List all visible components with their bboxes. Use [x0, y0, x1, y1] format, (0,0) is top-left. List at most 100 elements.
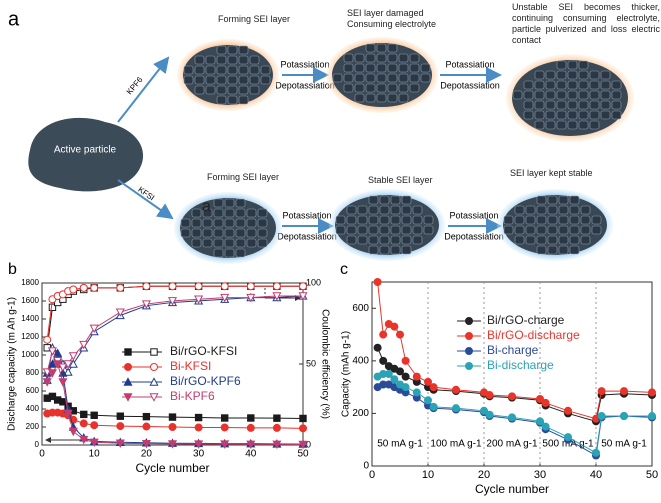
- grain: [558, 205, 569, 215]
- y2-tick-label: 0: [306, 439, 311, 449]
- y2-tick-label: 50: [306, 358, 316, 368]
- grain: [224, 208, 235, 218]
- data-point: [298, 292, 308, 301]
- grain: [412, 205, 423, 215]
- data-point: [90, 283, 99, 292]
- data-point: [536, 417, 544, 426]
- data-point: [247, 414, 255, 422]
- data-point: [47, 347, 57, 356]
- legend-marker: [149, 393, 159, 402]
- y-tick-label: 400: [26, 404, 40, 413]
- data-point: [68, 427, 78, 437]
- grain: [547, 205, 558, 215]
- grain: [580, 215, 591, 225]
- grain: [180, 228, 191, 238]
- data-point: [68, 352, 78, 361]
- grain: [569, 215, 580, 225]
- grain: [205, 85, 216, 95]
- grain: [514, 235, 525, 245]
- data-point: [597, 412, 606, 421]
- data-point: [220, 282, 229, 291]
- grain: [183, 65, 194, 75]
- grain: [249, 85, 260, 95]
- legend-marker: [149, 377, 159, 386]
- legend-marker: [150, 348, 158, 356]
- data-point: [63, 360, 73, 369]
- x-tick-label: 40: [590, 469, 602, 481]
- grain: [556, 70, 567, 80]
- grain: [591, 225, 602, 235]
- grain: [523, 100, 534, 110]
- data-point: [53, 360, 63, 369]
- grain: [558, 195, 569, 205]
- series-line: [46, 285, 303, 340]
- particle-label: Active particle: [54, 145, 117, 156]
- grain: [238, 45, 249, 55]
- data-point: [47, 359, 57, 368]
- grain: [545, 110, 556, 120]
- x-tick-label: 50: [297, 449, 309, 460]
- grain: [523, 110, 534, 120]
- grain: [260, 75, 271, 85]
- y-tick-label: 200: [352, 408, 369, 419]
- grain: [547, 245, 558, 255]
- annotation: 500 mA g-1: [542, 439, 594, 450]
- grain: [354, 63, 365, 73]
- data-point: [648, 388, 656, 397]
- grain: [249, 55, 260, 65]
- grain: [567, 70, 578, 80]
- grain: [569, 245, 580, 255]
- x-axis-label: Cycle number: [135, 461, 209, 475]
- data-point: [58, 363, 68, 372]
- step-label: Potassiation: [449, 210, 498, 220]
- grain: [398, 63, 409, 73]
- grain: [379, 225, 390, 235]
- data-point: [246, 293, 256, 303]
- grain: [224, 248, 235, 258]
- grain: [545, 80, 556, 90]
- grain: [569, 195, 580, 205]
- grain: [224, 218, 235, 228]
- data-point: [272, 282, 281, 291]
- grain: [260, 65, 271, 75]
- data-point: [429, 402, 438, 411]
- data-point: [299, 414, 307, 423]
- series-line: [46, 362, 304, 445]
- grain: [227, 45, 238, 55]
- grain: [589, 120, 600, 130]
- grain: [368, 245, 379, 255]
- data-point: [272, 440, 282, 450]
- data-point: [401, 383, 410, 392]
- grain: [387, 93, 398, 103]
- grain: [354, 73, 365, 83]
- grain: [534, 70, 545, 80]
- grain: [365, 83, 376, 93]
- grain: [379, 195, 390, 205]
- data-point: [194, 440, 204, 449]
- grain: [409, 83, 420, 93]
- data-point: [273, 414, 281, 422]
- data-point: [168, 413, 177, 421]
- grain: [194, 65, 205, 75]
- data-point: [452, 404, 460, 413]
- grain: [390, 225, 401, 235]
- grain: [589, 80, 600, 90]
- plot-frame: [371, 281, 653, 467]
- grain: [578, 100, 589, 110]
- data-point: [541, 398, 550, 407]
- data-point: [592, 448, 600, 457]
- data-point: [480, 406, 488, 415]
- grain: [224, 198, 235, 208]
- grain: [390, 245, 401, 255]
- grain: [213, 248, 224, 258]
- grain: [514, 225, 525, 235]
- data-point: [401, 356, 410, 365]
- particle-core: [183, 45, 273, 105]
- grain: [600, 80, 611, 90]
- data-point: [396, 330, 404, 339]
- overlay-label: a: [202, 198, 211, 215]
- grain: [409, 63, 420, 73]
- grain: [569, 205, 580, 215]
- grain: [536, 205, 547, 215]
- grain: [202, 238, 213, 248]
